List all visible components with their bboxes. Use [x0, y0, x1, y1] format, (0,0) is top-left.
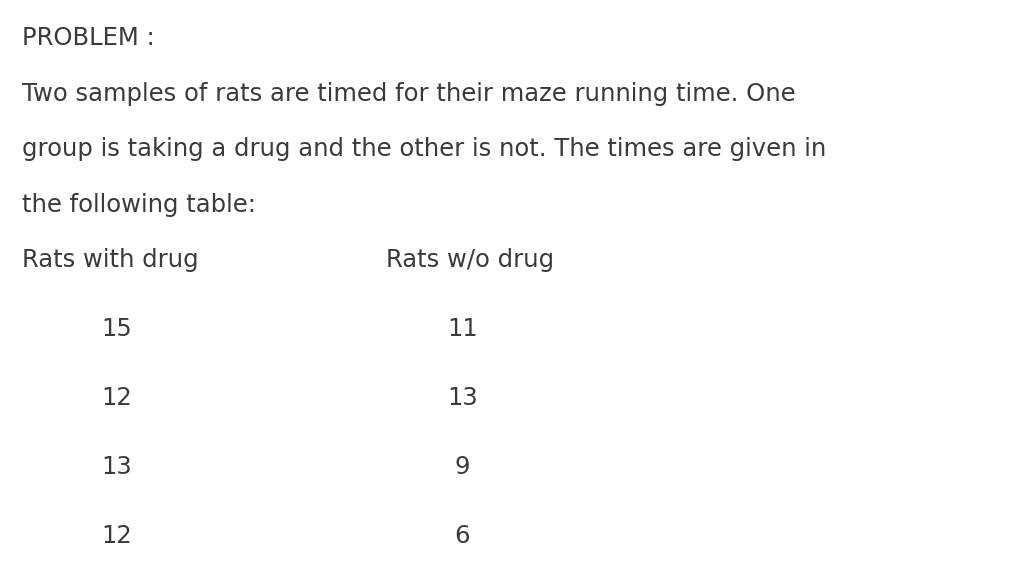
Text: the following table:: the following table: [22, 193, 256, 217]
Text: 6: 6 [454, 524, 470, 548]
Text: 15: 15 [102, 317, 132, 341]
Text: PROBLEM :: PROBLEM : [22, 26, 155, 50]
Text: 12: 12 [102, 524, 132, 548]
Text: 13: 13 [447, 386, 478, 410]
Text: group is taking a drug and the other is not. The times are given in: group is taking a drug and the other is … [22, 137, 827, 161]
Text: Rats with drug: Rats with drug [22, 248, 199, 272]
Text: Two samples of rats are timed for their maze running time. One: Two samples of rats are timed for their … [22, 82, 796, 106]
Text: 12: 12 [102, 386, 132, 410]
Text: 9: 9 [454, 455, 470, 479]
Text: 13: 13 [102, 455, 132, 479]
Text: 11: 11 [447, 317, 478, 341]
Text: Rats w/o drug: Rats w/o drug [386, 248, 554, 272]
